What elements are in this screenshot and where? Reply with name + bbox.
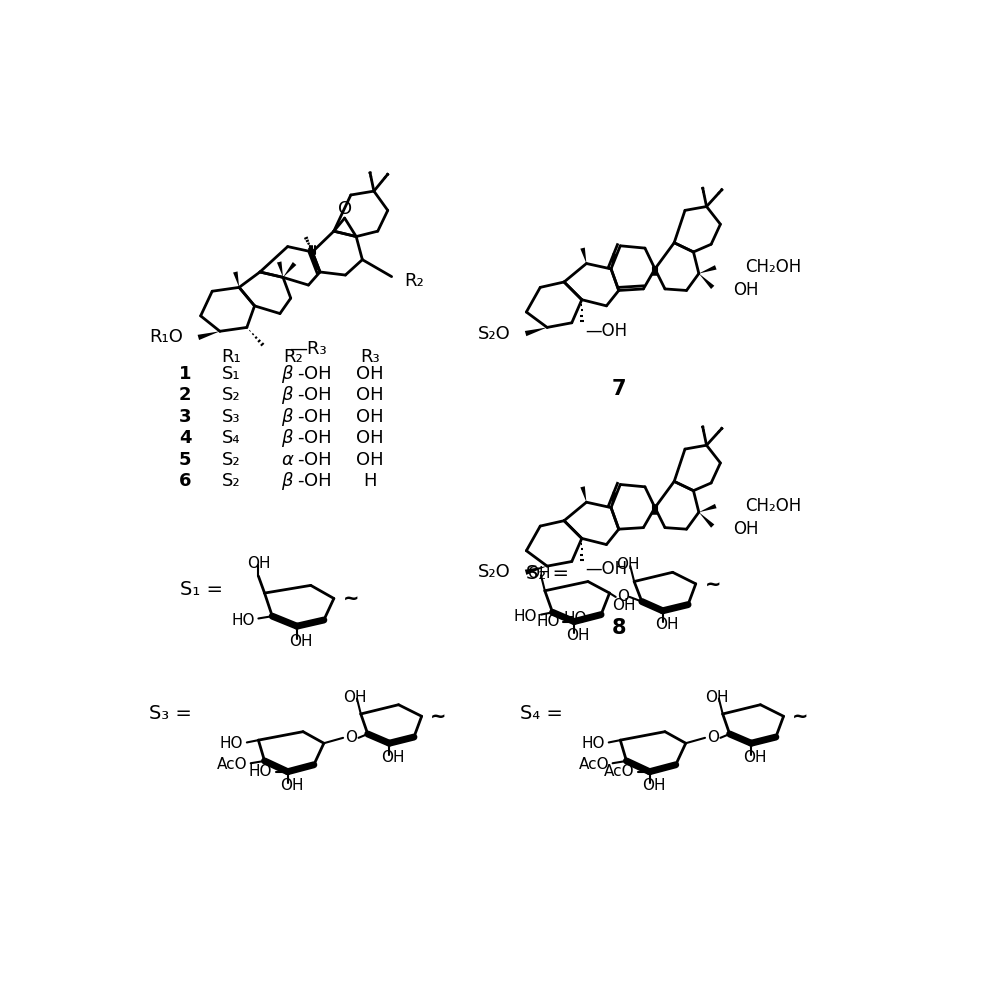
Text: S₂: S₂ xyxy=(222,451,241,469)
Text: 4: 4 xyxy=(179,429,192,447)
Text: R₂: R₂ xyxy=(405,272,424,290)
Text: -OH: -OH xyxy=(297,386,332,404)
Text: R₁O: R₁O xyxy=(149,329,183,347)
Text: S₁: S₁ xyxy=(222,365,241,382)
Text: OH: OH xyxy=(356,407,384,425)
Text: S₄: S₄ xyxy=(222,429,241,447)
Text: O: O xyxy=(617,590,629,605)
Text: HO: HO xyxy=(249,764,272,779)
Text: R₂: R₂ xyxy=(283,348,303,366)
Text: β: β xyxy=(282,386,293,404)
Text: HO: HO xyxy=(514,609,537,623)
Text: OH: OH xyxy=(743,750,767,765)
Text: OH: OH xyxy=(356,451,384,469)
Text: AcO: AcO xyxy=(217,757,248,772)
Polygon shape xyxy=(525,328,547,337)
Polygon shape xyxy=(611,492,617,508)
Text: H: H xyxy=(363,472,377,490)
Text: CH₂OH: CH₂OH xyxy=(745,497,801,515)
Text: β: β xyxy=(282,472,293,490)
Text: S₂O: S₂O xyxy=(477,325,510,343)
Polygon shape xyxy=(699,265,717,274)
Polygon shape xyxy=(611,253,617,269)
Text: ~: ~ xyxy=(343,589,359,608)
Polygon shape xyxy=(283,262,296,277)
Text: OH: OH xyxy=(356,386,384,404)
Text: 3: 3 xyxy=(179,407,192,425)
Text: OH: OH xyxy=(280,778,303,793)
Text: O: O xyxy=(338,200,352,218)
Text: OH: OH xyxy=(343,689,366,704)
Text: HO: HO xyxy=(232,613,255,627)
Text: OH: OH xyxy=(247,557,270,572)
Text: OH: OH xyxy=(381,750,405,765)
Text: O: O xyxy=(345,730,357,745)
Text: OH: OH xyxy=(289,634,312,649)
Text: OH: OH xyxy=(356,365,384,382)
Text: S₃: S₃ xyxy=(222,407,241,425)
Text: -OH: -OH xyxy=(297,407,332,425)
Text: R₁: R₁ xyxy=(222,348,241,366)
Text: S₃ =: S₃ = xyxy=(149,704,192,723)
Polygon shape xyxy=(233,272,239,288)
Polygon shape xyxy=(525,566,547,575)
Text: HO: HO xyxy=(564,611,587,625)
Text: OH: OH xyxy=(612,598,636,613)
Text: -OH: -OH xyxy=(297,472,332,490)
Text: S₂O: S₂O xyxy=(477,564,510,582)
Text: HO: HO xyxy=(220,736,243,752)
Text: S₂: S₂ xyxy=(222,386,241,404)
Text: AcO: AcO xyxy=(579,757,610,772)
Text: R₃: R₃ xyxy=(360,348,380,366)
Text: OH: OH xyxy=(655,618,678,632)
Text: OH: OH xyxy=(616,557,640,572)
Text: OH: OH xyxy=(733,520,759,538)
Text: S₂: S₂ xyxy=(222,472,241,490)
Text: ~: ~ xyxy=(430,707,447,726)
Text: α: α xyxy=(282,451,293,469)
Text: β: β xyxy=(282,407,293,425)
Text: 8: 8 xyxy=(612,618,626,637)
Text: 1: 1 xyxy=(179,365,192,382)
Text: HO: HO xyxy=(581,736,605,752)
Polygon shape xyxy=(699,512,714,528)
Polygon shape xyxy=(699,504,717,512)
Text: -OH: -OH xyxy=(297,429,332,447)
Text: S₂ =: S₂ = xyxy=(526,565,569,584)
Text: S₁ =: S₁ = xyxy=(180,580,223,599)
Text: OH: OH xyxy=(356,429,384,447)
Text: —OH: —OH xyxy=(586,560,628,579)
Text: -OH: -OH xyxy=(297,451,332,469)
Polygon shape xyxy=(580,486,586,502)
Text: 6: 6 xyxy=(179,472,192,490)
Text: ~: ~ xyxy=(704,575,721,594)
Text: OH: OH xyxy=(733,282,759,300)
Text: 2: 2 xyxy=(179,386,192,404)
Text: AcO: AcO xyxy=(604,764,634,779)
Text: —OH: —OH xyxy=(586,322,628,340)
Text: HO: HO xyxy=(537,615,560,629)
Polygon shape xyxy=(198,332,220,340)
Text: CH₂OH: CH₂OH xyxy=(745,258,801,276)
Text: OH: OH xyxy=(566,627,590,643)
Text: ~: ~ xyxy=(792,707,809,726)
Text: -OH: -OH xyxy=(297,365,332,382)
Text: OH: OH xyxy=(705,689,728,704)
Polygon shape xyxy=(699,274,714,289)
Text: OH: OH xyxy=(527,567,550,582)
Text: OH: OH xyxy=(642,778,665,793)
Polygon shape xyxy=(580,248,586,264)
Text: —R₃: —R₃ xyxy=(289,340,327,358)
Text: 5: 5 xyxy=(179,451,192,469)
Polygon shape xyxy=(277,261,283,277)
Text: β: β xyxy=(282,429,293,447)
Text: β: β xyxy=(282,365,293,382)
Text: S₄ =: S₄ = xyxy=(520,704,563,723)
Text: O: O xyxy=(707,730,719,745)
Text: 7: 7 xyxy=(612,379,626,399)
